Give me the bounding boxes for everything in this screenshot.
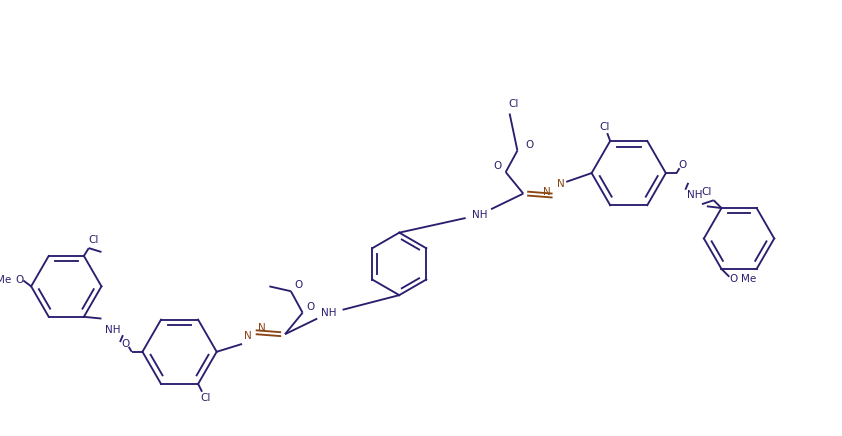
Text: Me: Me — [741, 274, 756, 284]
Text: O: O — [15, 276, 24, 286]
Text: N: N — [543, 187, 551, 197]
Text: N: N — [244, 331, 252, 341]
Text: Cl: Cl — [88, 235, 99, 245]
Text: Cl: Cl — [200, 392, 211, 402]
Text: NH: NH — [105, 325, 121, 335]
Text: O: O — [295, 280, 303, 290]
Text: Cl: Cl — [701, 187, 712, 198]
Text: N: N — [258, 324, 265, 334]
Text: O: O — [306, 302, 315, 312]
Text: NH: NH — [321, 308, 337, 318]
Text: O: O — [122, 339, 130, 349]
Text: O: O — [493, 161, 502, 171]
Text: O: O — [729, 274, 738, 284]
Text: Cl: Cl — [600, 122, 610, 132]
Text: Cl: Cl — [509, 99, 519, 109]
Text: N: N — [557, 179, 564, 189]
Text: NH: NH — [472, 210, 487, 220]
Text: O: O — [679, 160, 686, 170]
Text: NH: NH — [687, 190, 703, 200]
Text: O: O — [525, 140, 533, 150]
Text: Me: Me — [0, 276, 12, 286]
